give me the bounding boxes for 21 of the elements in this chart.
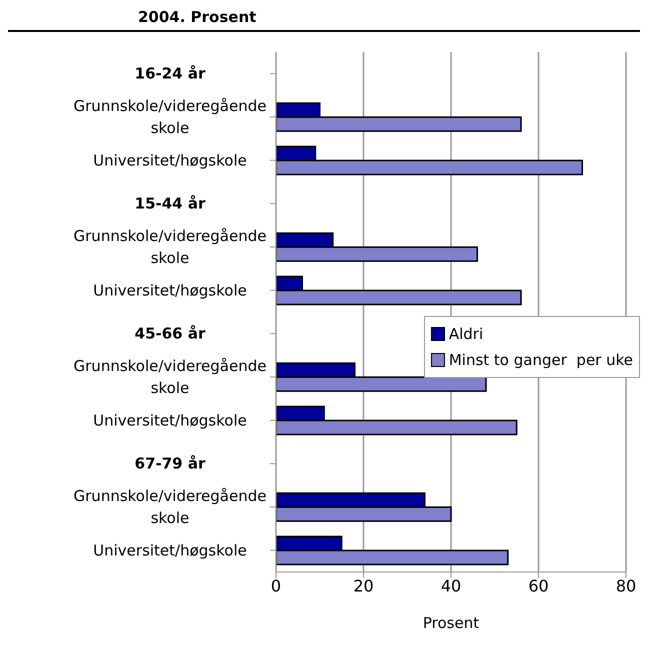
y-tick-label: Universitet/høgskole [93, 411, 247, 430]
x-tick-label: 20 [353, 576, 374, 596]
legend-label: Minst to ganger per uke [448, 351, 633, 369]
y-tick-label: Universitet/høgskole [93, 281, 247, 300]
y-tick-label: 15-44 år [134, 194, 206, 213]
x-tick-label: 80 [616, 576, 636, 596]
x-axis-title: Prosent [422, 614, 480, 632]
y-tick-label: Universitet/høgskole [93, 541, 247, 560]
y-tick-label: Universitet/høgskole [93, 151, 247, 170]
x-tick-label: 40 [440, 576, 462, 596]
y-tick-label: Grunnskole/videregående skole [74, 357, 266, 397]
chart-title: 2004. Prosent [137, 8, 258, 28]
y-tick-label: 16-24 år [134, 64, 206, 83]
y-tick-label: 67-79 år [134, 454, 206, 473]
y-tick-label: 45-66 år [134, 324, 206, 343]
legend-label: Aldri [448, 325, 484, 343]
x-tick-label: 0 [270, 576, 282, 596]
y-tick-label: Grunnskole/videregående skole [74, 227, 266, 267]
y-tick-label: Grunnskole/videregående skole [74, 97, 266, 137]
x-tick-label: 60 [528, 576, 549, 596]
y-tick-label: Grunnskole/videregående skole [74, 487, 266, 527]
